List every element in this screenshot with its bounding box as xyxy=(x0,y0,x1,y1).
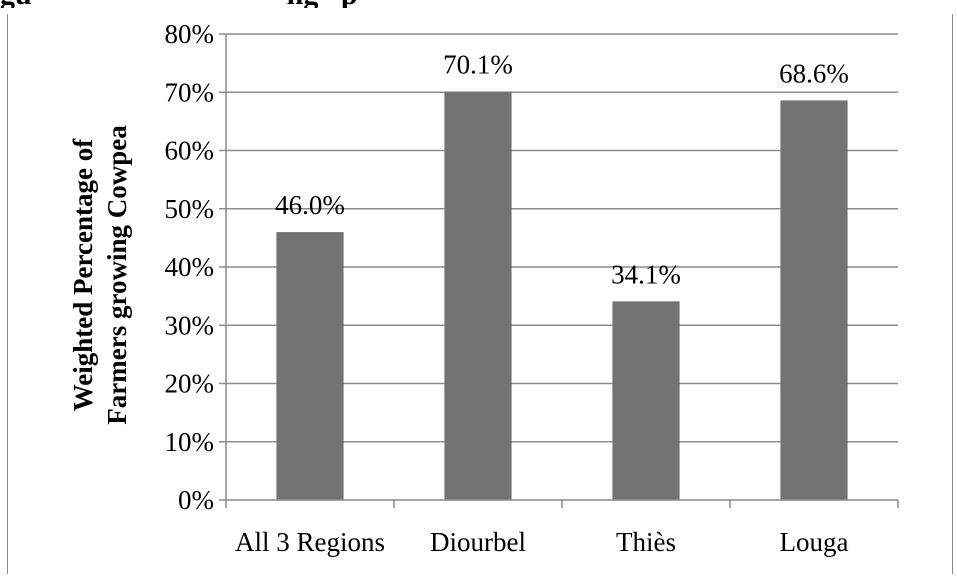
y-axis-label-line-1: Weighted Percentage of xyxy=(68,138,98,411)
y-tick-label-40: 40% xyxy=(165,252,215,282)
y-tick-label-50: 50% xyxy=(165,194,215,224)
bars xyxy=(276,91,848,501)
data-label-1: 46.0% xyxy=(275,190,345,220)
x-tick-label-3: Thiès xyxy=(616,527,676,557)
y-tick-label-70: 70% xyxy=(165,77,215,107)
data-label-2: 70.1% xyxy=(443,50,513,80)
y-tick-label-80: 80% xyxy=(165,19,215,49)
cropped-heading-fragment: gu ng p xyxy=(0,0,957,8)
y-tick-label-20: 20% xyxy=(165,369,215,399)
data-label-3: 34.1% xyxy=(611,259,681,289)
y-tick-label-30: 30% xyxy=(165,310,215,340)
bar-2 xyxy=(444,91,512,500)
x-tick-label-1: All 3 Regions xyxy=(235,527,385,557)
x-tick-label-4: Louga xyxy=(780,527,849,557)
chart-frame xyxy=(7,14,953,574)
bar-1 xyxy=(276,232,344,501)
y-tick-label-60: 60% xyxy=(165,136,215,166)
axes: 0% 10% 20% 30% 40% 50% 60% 70% 80% xyxy=(165,19,899,515)
data-label-4: 68.6% xyxy=(779,58,849,88)
bar-3 xyxy=(612,301,680,500)
y-tick-label-0: 0% xyxy=(178,485,214,515)
y-axis-label-line-2: Farmers growing Cowpea xyxy=(102,125,132,425)
x-tick-label-2: Diourbel xyxy=(430,527,526,557)
y-tick-label-10: 10% xyxy=(165,427,215,457)
bar-4 xyxy=(780,100,848,500)
labels: 46.0% All 3 Regions 70.1% Diourbel 34.1% Thiè… xyxy=(235,50,849,557)
